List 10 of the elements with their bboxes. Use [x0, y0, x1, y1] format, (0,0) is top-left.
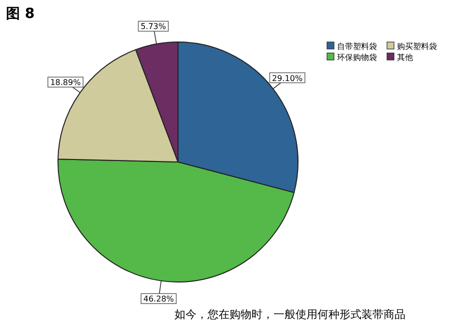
legend-label: 其他: [397, 53, 413, 62]
chart-title: 图 8: [6, 6, 35, 22]
legend-label: 自带塑料袋: [337, 42, 377, 51]
data-label: 18.89%: [50, 78, 82, 88]
data-label: 46.28%: [143, 294, 174, 304]
data-label: 29.10%: [272, 74, 303, 83]
legend-label: 购买塑料袋: [397, 42, 437, 51]
text: 如今，您在购物时，一般使用何种形式装带商品: [174, 308, 406, 321]
legend-label: 环保购物袋: [337, 53, 377, 62]
data-label: 5.73%: [140, 22, 166, 32]
